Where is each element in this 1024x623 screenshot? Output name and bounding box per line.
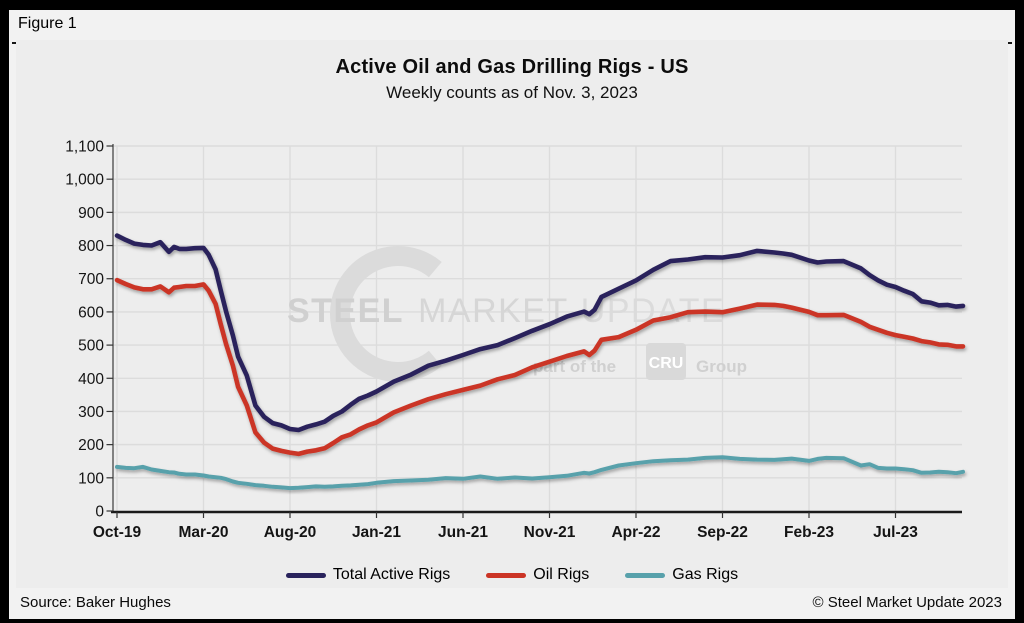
legend-item-total-active-rigs: Total Active Rigs [285,566,451,584]
copyright-note: © Steel Market Update 2023 [812,594,1003,611]
chart-title: Active Oil and Gas Drilling Rigs - US [335,56,689,78]
legend-label: Total Active Rigs [332,566,451,583]
svg-text:600: 600 [78,304,104,321]
svg-text:300: 300 [78,404,104,421]
svg-text:100: 100 [78,470,104,487]
svg-text:Sep-22: Sep-22 [697,524,748,541]
watermark-tagline: part of the [533,357,616,376]
svg-text:Jul-23: Jul-23 [873,524,918,541]
series-line-gas-rigs [115,455,965,491]
svg-text:0: 0 [95,504,104,521]
legend-swatch [625,572,666,578]
svg-text:400: 400 [78,371,104,388]
chart-panel: Active Oil and Gas Drilling Rigs - US We… [16,40,1008,588]
svg-text:800: 800 [78,238,104,255]
svg-text:500: 500 [78,338,104,355]
series-line-oil-rigs [114,277,966,457]
watermark-cru-box-label: CRU [649,355,684,372]
x-axis-labels: Oct-19 Mar-20 Aug-20 Jan-21 Jun-21 Nov-21 Apr-… [93,512,918,541]
line-chart: STEEL MARKET UPDATE part of the CRU Group 0 100… [65,139,966,541]
svg-text:Oct-19: Oct-19 [93,524,142,541]
svg-text:1,000: 1,000 [65,172,104,189]
svg-text:1,100: 1,100 [65,139,104,156]
svg-text:Nov-21: Nov-21 [524,524,576,541]
legend-swatch [486,572,527,578]
watermark-group-label: Group [696,357,747,376]
source-note: Source: Baker Hughes [20,594,171,611]
figure-label: Figure 1 [18,15,77,32]
chart-legend: Total Active Rigs Oil Rigs Gas Rigs [16,566,1008,584]
svg-text:Jan-21: Jan-21 [352,524,401,541]
svg-text:900: 900 [78,205,104,222]
svg-text:Aug-20: Aug-20 [264,524,317,541]
legend-label: Oil Rigs [533,566,590,583]
svg-text:Feb-23: Feb-23 [784,524,834,541]
watermark-text: STEEL MARKET UPDATE [287,292,725,330]
legend-swatch [285,572,326,578]
y-axis-labels: 0 100 200 300 400 500 600 700 800 900 1,000 1,100 [65,139,113,521]
series-line-total-active-rigs [114,233,966,433]
svg-text:200: 200 [78,437,104,454]
watermark-logo: STEEL MARKET UPDATE part of the CRU Group [287,246,747,382]
legend-item-oil-rigs: Oil Rigs [486,566,589,584]
figure-frame: Figure 1 Active Oil and Gas Drilling Rig… [9,10,1015,619]
svg-text:Mar-20: Mar-20 [179,524,229,541]
legend-label: Gas Rigs [672,566,739,583]
axes [111,144,962,514]
svg-text:Jun-21: Jun-21 [438,524,488,541]
chart-subtitle: Weekly counts as of Nov. 3, 2023 [386,83,638,102]
svg-text:700: 700 [78,271,104,288]
gridlines [113,145,962,511]
svg-text:Apr-22: Apr-22 [611,524,660,541]
legend-item-gas-rigs: Gas Rigs [625,566,738,584]
